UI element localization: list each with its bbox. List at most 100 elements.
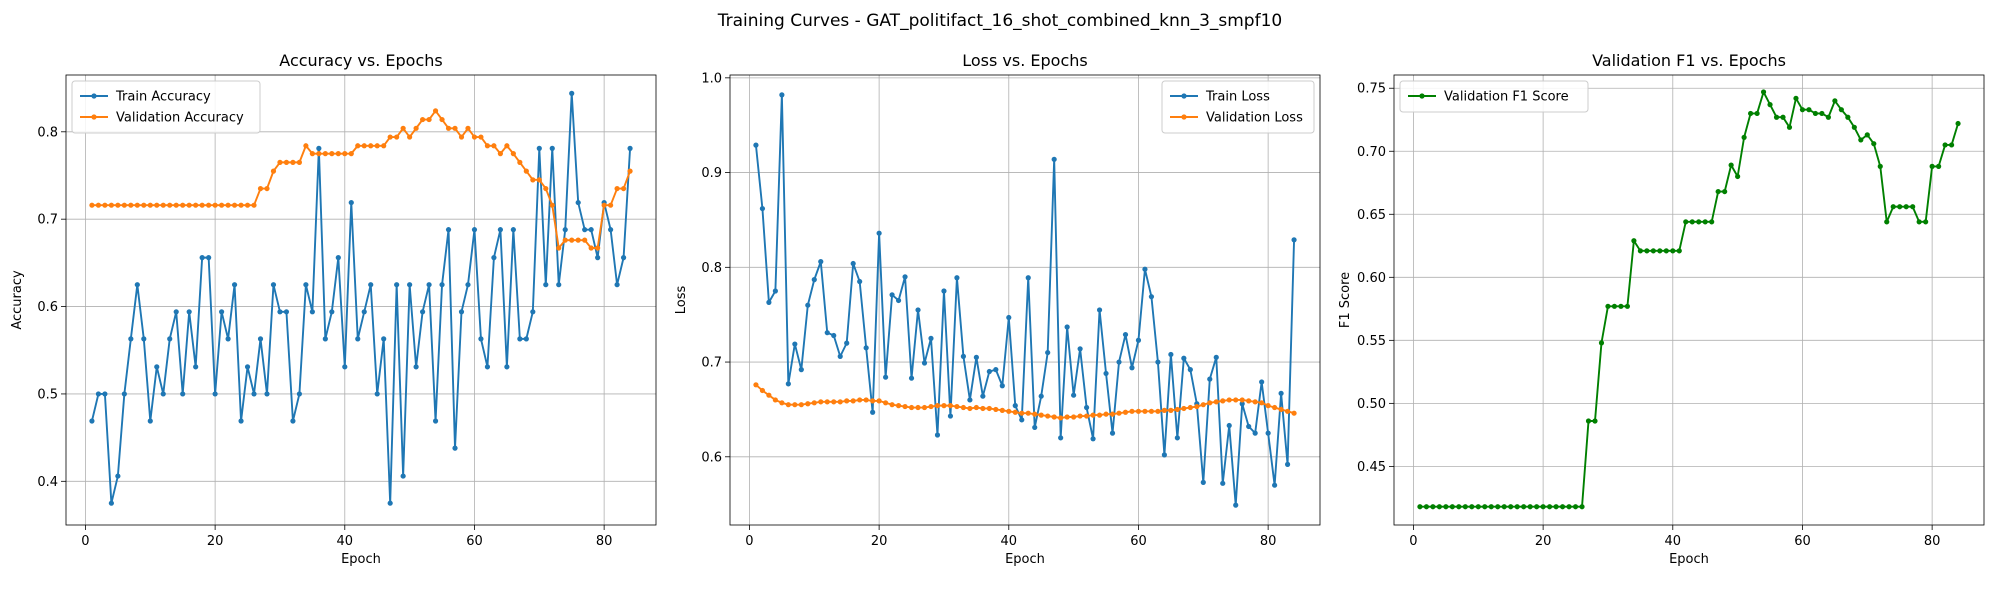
y-tick-label: 0.50 <box>1357 397 1386 412</box>
data-point-validation-accuracy <box>290 159 296 165</box>
data-point-validation-accuracy <box>212 202 218 208</box>
data-point-validation-accuracy <box>381 143 387 149</box>
data-point-train-accuracy <box>510 227 516 233</box>
data-point-validation-loss <box>1259 400 1265 406</box>
data-point-validation-f1-score <box>1858 137 1864 143</box>
data-point-validation-accuracy <box>141 202 147 208</box>
data-point-validation-accuracy <box>173 202 179 208</box>
data-point-train-accuracy <box>244 364 251 370</box>
data-point-validation-f1-score <box>1715 188 1721 195</box>
data-point-validation-loss <box>1051 414 1057 420</box>
data-point-validation-accuracy <box>536 177 542 183</box>
data-point-train-loss <box>902 274 908 280</box>
data-point-validation-accuracy <box>238 202 244 208</box>
data-point-validation-accuracy <box>471 134 478 140</box>
x-tick-label: 20 <box>871 534 888 549</box>
data-point-validation-f1-score <box>1566 504 1572 510</box>
data-point-validation-accuracy <box>510 151 516 157</box>
data-point-train-accuracy <box>387 500 393 506</box>
data-point-validation-accuracy <box>387 134 393 140</box>
data-point-validation-f1-score <box>1702 219 1708 225</box>
data-point-validation-f1-score <box>1585 418 1592 424</box>
data-point-train-loss <box>1103 370 1109 377</box>
data-point-train-loss <box>1187 367 1193 373</box>
legend-swatch-marker <box>1181 93 1187 99</box>
x-axis-label: Epoch <box>1005 552 1045 567</box>
data-point-validation-loss <box>993 406 999 413</box>
data-point-validation-loss <box>1012 409 1018 415</box>
data-point-validation-accuracy <box>478 134 484 140</box>
data-point-validation-accuracy <box>575 237 581 243</box>
data-point-validation-loss <box>1233 397 1239 403</box>
legend: Train Loss Validation Loss <box>1161 80 1315 134</box>
data-point-validation-accuracy <box>251 202 257 208</box>
data-point-train-accuracy <box>614 282 620 288</box>
data-point-validation-loss <box>1155 408 1161 414</box>
data-point-validation-loss <box>857 397 863 403</box>
data-point-train-loss <box>1045 349 1051 356</box>
data-point-train-accuracy <box>121 391 127 397</box>
data-point-train-loss <box>1025 275 1031 281</box>
data-point-train-loss <box>1135 337 1142 343</box>
data-point-train-loss <box>1019 417 1025 423</box>
data-point-validation-accuracy <box>407 134 413 140</box>
data-point-validation-loss <box>1083 413 1090 419</box>
data-point-validation-f1-score <box>1910 204 1916 210</box>
data-point-validation-loss <box>1291 410 1297 416</box>
x-tick-label: 60 <box>1794 534 1811 549</box>
data-point-validation-f1-score <box>1475 504 1481 510</box>
data-point-validation-accuracy <box>419 116 426 123</box>
data-point-train-accuracy <box>296 391 303 397</box>
data-point-train-accuracy <box>290 418 296 424</box>
data-point-train-accuracy <box>491 255 497 261</box>
data-point-validation-loss <box>1200 402 1206 408</box>
x-tick-label: 60 <box>466 534 483 549</box>
data-point-validation-f1-score <box>1534 504 1540 510</box>
data-point-train-loss <box>1012 403 1018 409</box>
data-point-train-loss <box>889 292 895 298</box>
data-point-validation-f1-score <box>1735 173 1741 180</box>
data-point-validation-accuracy <box>95 202 102 208</box>
data-point-validation-accuracy <box>614 185 620 192</box>
data-point-validation-f1-score <box>1469 504 1475 510</box>
data-point-validation-f1-score <box>1923 219 1929 225</box>
data-point-validation-f1-score <box>1722 188 1728 195</box>
data-point-validation-accuracy <box>335 151 341 157</box>
data-point-train-loss <box>753 142 759 148</box>
data-point-validation-loss <box>779 400 785 406</box>
data-point-validation-loss <box>928 403 934 410</box>
data-point-validation-f1-score <box>1572 504 1579 510</box>
legend: Train Accuracy Validation Accuracy <box>71 80 261 134</box>
data-point-train-loss <box>1058 435 1064 441</box>
data-point-validation-accuracy <box>627 168 633 174</box>
data-point-train-accuracy <box>231 282 238 288</box>
data-point-train-accuracy <box>193 364 199 370</box>
data-point-validation-loss <box>947 403 954 409</box>
data-point-train-loss <box>947 413 954 419</box>
data-point-train-accuracy <box>348 199 354 206</box>
data-point-train-loss <box>1233 502 1239 508</box>
data-point-validation-accuracy <box>504 143 510 149</box>
y-tick-label: 0.55 <box>1357 334 1386 349</box>
data-point-train-loss <box>1032 424 1038 431</box>
data-point-validation-accuracy <box>394 134 400 140</box>
data-point-validation-f1-score <box>1696 219 1702 225</box>
data-point-train-accuracy <box>199 255 205 261</box>
data-point-validation-loss <box>1148 408 1155 414</box>
axes-frame <box>729 74 1321 526</box>
data-point-train-accuracy <box>497 227 503 233</box>
data-point-validation-f1-score <box>1903 204 1909 210</box>
data-point-train-loss <box>883 374 889 380</box>
data-point-validation-accuracy <box>225 202 231 208</box>
legend-entry-label: Train Accuracy <box>115 90 211 105</box>
data-point-train-accuracy <box>147 418 153 424</box>
data-point-validation-loss <box>1129 408 1135 414</box>
data-point-train-accuracy <box>419 309 426 315</box>
data-point-validation-loss <box>1019 410 1025 416</box>
data-point-train-loss <box>1220 480 1226 486</box>
legend-entry-label: Train Loss <box>1205 90 1270 105</box>
data-point-train-loss <box>850 260 856 267</box>
data-point-train-accuracy <box>212 391 218 397</box>
data-point-validation-loss <box>785 402 791 408</box>
